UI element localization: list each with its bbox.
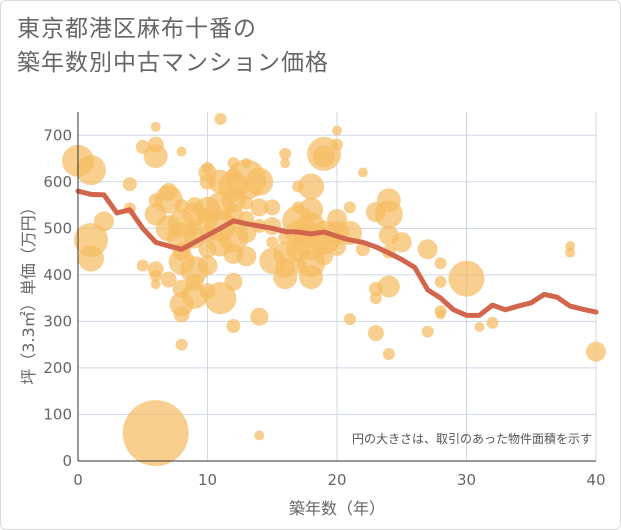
y-tick-label: 400 <box>43 266 72 284</box>
bubble-point <box>279 147 292 160</box>
chart-title: 東京都港区麻布十番の 築年数別中古マンション価格 <box>17 12 329 80</box>
bubble-point <box>299 265 324 290</box>
bubble-point <box>250 307 269 326</box>
x-tick-label: 10 <box>198 471 217 489</box>
bubble-point <box>122 177 137 192</box>
y-tick-label: 200 <box>43 359 72 377</box>
bubble-point <box>434 275 447 288</box>
bubble-point <box>374 200 403 229</box>
x-axis-label: 築年数（年） <box>289 499 385 518</box>
y-tick-label: 0 <box>62 452 72 470</box>
bubble-point <box>313 145 336 168</box>
bubble-point <box>486 316 499 329</box>
bubble-point <box>586 341 606 362</box>
bubble-point <box>377 275 400 298</box>
bubble-point <box>204 282 237 315</box>
bubble-point <box>150 279 161 290</box>
bubble-point <box>254 430 265 441</box>
bubble-point <box>264 199 281 216</box>
y-tick-label: 500 <box>43 219 72 237</box>
bubble-point <box>236 246 257 267</box>
bubbles-layer <box>62 112 606 467</box>
bubble-point <box>73 222 108 257</box>
trend-line-layer <box>75 188 599 318</box>
bubble-point <box>136 259 149 272</box>
x-tick-label: 0 <box>73 471 83 489</box>
bubble-point <box>93 211 114 232</box>
bubble-point <box>421 325 434 338</box>
y-axis-label: 坪（3.3㎡）単価（万円） <box>19 199 38 384</box>
bubble-point <box>173 306 190 323</box>
bubble-point <box>122 400 189 467</box>
bubble-point <box>236 222 257 243</box>
bubble-point <box>331 138 343 151</box>
bubble-point <box>434 257 447 270</box>
bubble-point <box>150 121 161 132</box>
bubble-point <box>343 313 356 326</box>
y-tick-label: 600 <box>43 173 72 191</box>
bubble-point <box>197 255 218 276</box>
bubble-point <box>250 198 269 217</box>
axes <box>77 112 596 462</box>
bubble-point <box>226 319 241 334</box>
bubble-point <box>75 155 106 186</box>
bubble-point <box>474 321 485 332</box>
y-tick-label: 300 <box>43 312 72 330</box>
bubble-point <box>328 237 346 256</box>
bubble-point <box>435 309 446 320</box>
bubble-point <box>245 167 274 196</box>
bubble-point <box>357 167 368 178</box>
chart-title-line2: 築年数別中古マンション価格 <box>17 50 329 76</box>
y-tick-label: 100 <box>43 405 72 423</box>
bubble-point <box>239 195 254 210</box>
bubble-point <box>176 146 187 157</box>
bubble-point <box>143 144 168 169</box>
bubble-point <box>298 173 325 200</box>
bubble-point <box>343 201 356 214</box>
bubble-point <box>382 347 395 360</box>
bubble-point <box>160 271 177 288</box>
bubble-point <box>214 112 227 125</box>
bubble-point <box>224 272 243 291</box>
bubble-point <box>280 158 291 169</box>
bubble-point <box>77 245 104 272</box>
size-note: 円の大きさは、取引のあった物件面積を示す <box>352 431 592 446</box>
y-tick-label: 700 <box>43 126 72 144</box>
x-tick-label: 20 <box>327 471 346 489</box>
bubble-point <box>448 260 485 297</box>
x-tick-label: 30 <box>457 471 476 489</box>
bubble-point <box>175 338 188 351</box>
x-tick-label: 40 <box>586 471 605 489</box>
bubble-point <box>565 247 576 258</box>
average-price-line <box>75 188 599 318</box>
bubble-point <box>332 125 342 136</box>
bubble-point <box>149 269 162 282</box>
bubble-point <box>315 247 334 266</box>
bubble-point <box>273 265 298 290</box>
bubble-point <box>266 236 279 249</box>
bubble-point <box>367 325 384 342</box>
chart-title-line1: 東京都港区麻布十番の <box>17 16 257 42</box>
bubble-point <box>417 239 438 260</box>
tick-labels: 0 100 200 300 400 500 600 700 0 10 20 30 40 <box>43 126 605 489</box>
bubble-point <box>369 292 382 305</box>
bubble-point <box>391 232 412 253</box>
